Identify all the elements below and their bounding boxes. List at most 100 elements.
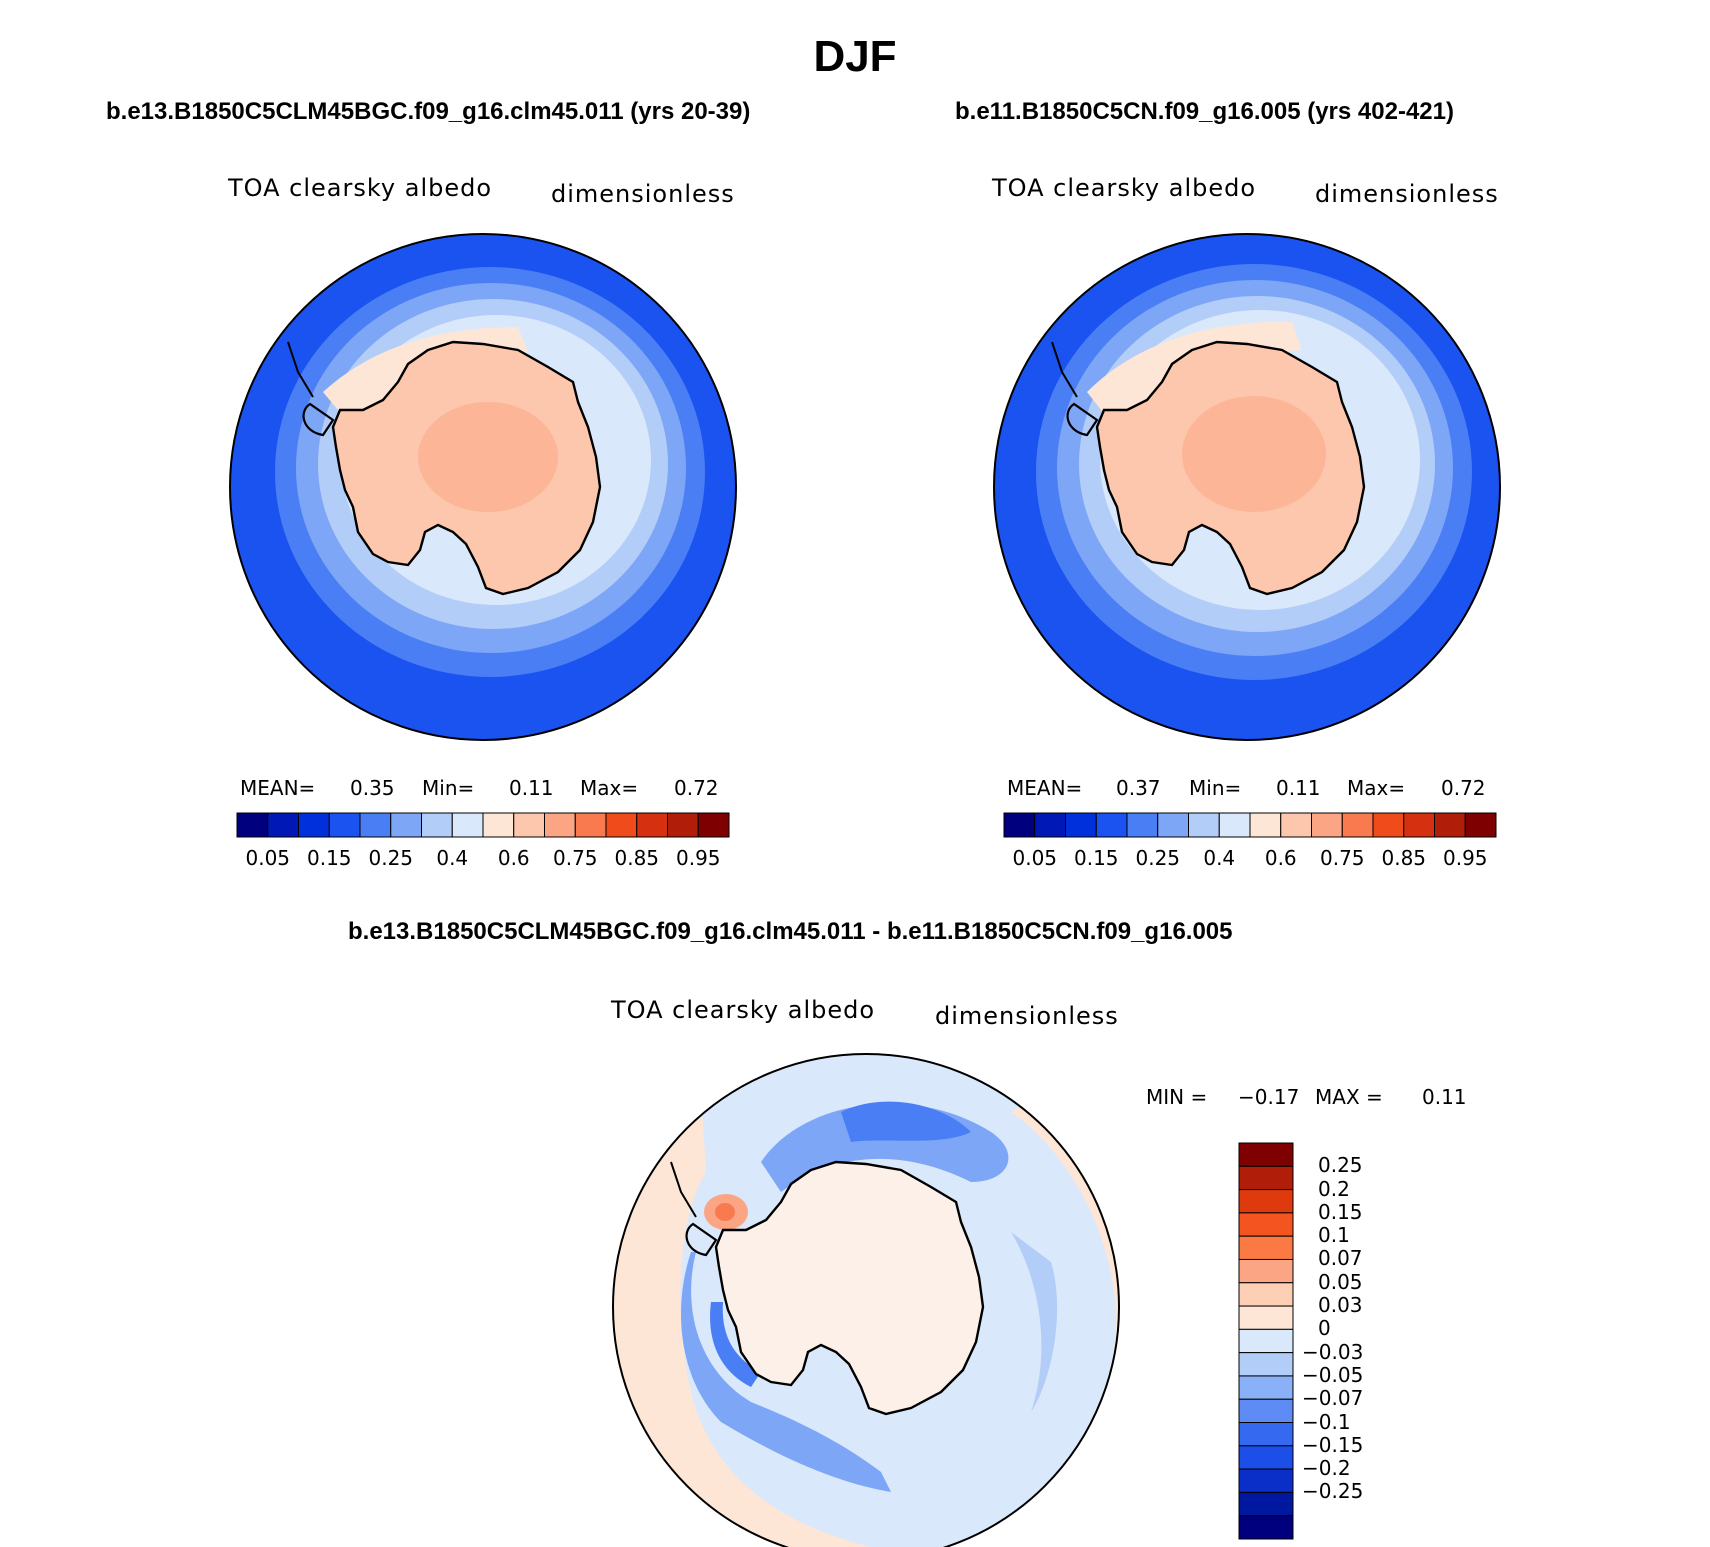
colorbar-tick-label: −0.25 xyxy=(1302,1479,1364,1504)
colorbar-swatch xyxy=(513,812,545,838)
colorbar-swatch xyxy=(1249,812,1282,838)
panel-2-units-label: dimensionless xyxy=(1315,180,1499,208)
colorbar-tick-label: −0.2 xyxy=(1302,1456,1351,1481)
colorbar-tick-label: 0.15 xyxy=(1318,1199,1363,1224)
diff-polar-map xyxy=(612,1053,1120,1547)
panel-2-case-title: b.e11.B1850C5CN.f09_g16.005 (yrs 402-421… xyxy=(955,98,1454,125)
colorbar-swatch xyxy=(298,812,330,838)
panel-1-min-value: 0.11 xyxy=(509,776,554,800)
colorbar-tick-label: 0.4 xyxy=(436,846,469,870)
colorbar-swatch xyxy=(1238,1491,1294,1517)
colorbar-tick-label: 0.05 xyxy=(1318,1269,1363,1294)
panel-2-polar-map xyxy=(993,233,1501,741)
colorbar-swatch xyxy=(544,812,576,838)
colorbar-tick-label: 0.15 xyxy=(1073,846,1119,870)
colorbar-swatch xyxy=(482,812,515,838)
diff-variable-label: TOA clearsky albedo xyxy=(611,996,876,1024)
panel-2-variable-label: TOA clearsky albedo xyxy=(992,174,1257,202)
colorbar-swatch xyxy=(1403,812,1435,838)
colorbar-swatch xyxy=(1372,812,1405,838)
panel-1-case-title: b.e13.B1850C5CLM45BGC.f09_g16.clm45.011 … xyxy=(106,98,751,125)
map-boundary xyxy=(993,233,1501,741)
colorbar-swatch xyxy=(1238,1375,1294,1400)
colorbar-swatch xyxy=(1238,1142,1294,1167)
colorbar-tick-label: −0.1 xyxy=(1302,1409,1351,1434)
diff-max-label: MAX = xyxy=(1315,1085,1383,1109)
panel-1-units-label: dimensionless xyxy=(551,180,735,208)
colorbar-swatch xyxy=(451,812,484,838)
colorbar-tick-label: 0 xyxy=(1318,1316,1331,1341)
colorbar-swatch xyxy=(236,812,269,838)
colorbar-tick-label: −0.03 xyxy=(1302,1339,1364,1364)
colorbar-swatch xyxy=(1188,812,1220,838)
main-title: DJF xyxy=(813,32,897,81)
colorbar-swatch xyxy=(1157,812,1189,838)
colorbar-swatch xyxy=(1238,1352,1294,1377)
colorbar-swatch xyxy=(1238,1165,1294,1191)
antarctica-land xyxy=(714,1160,985,1416)
diff-title: b.e13.B1850C5CLM45BGC.f09_g16.clm45.011 … xyxy=(348,918,1233,945)
panel-1-variable-label: TOA clearsky albedo xyxy=(228,174,493,202)
colorbar-swatch xyxy=(1218,812,1251,838)
colorbar-swatch xyxy=(1280,812,1312,838)
antarctica-plateau xyxy=(1182,396,1326,512)
colorbar-swatch xyxy=(1238,1515,1294,1540)
colorbar-swatch xyxy=(697,812,730,838)
colorbar-swatch xyxy=(1341,812,1374,838)
colorbar-swatch xyxy=(359,812,392,838)
colorbar-tick-label: 0.03 xyxy=(1318,1293,1363,1318)
antarctica-plateau xyxy=(418,402,558,512)
panel-2-min-label: Min= xyxy=(1189,776,1242,800)
colorbar-swatch xyxy=(1003,812,1036,838)
peninsula-coast xyxy=(1051,341,1078,398)
peninsula-coast xyxy=(685,1222,718,1257)
colorbar-swatch xyxy=(1095,812,1128,838)
colorbar-swatch xyxy=(1238,1445,1294,1470)
colorbar-swatch xyxy=(574,812,607,838)
colorbar-swatch xyxy=(667,812,699,838)
colorbar-tick-label: 0.25 xyxy=(1318,1153,1363,1178)
colorbar-tick-label: 0.05 xyxy=(245,846,291,870)
colorbar-tick-label: 0.05 xyxy=(1012,846,1058,870)
colorbar-tick-label: 0.4 xyxy=(1203,846,1236,870)
colorbar-tick-label: 0.6 xyxy=(1264,846,1297,870)
colorbar-tick-label: 0.75 xyxy=(552,846,598,870)
map-boundary xyxy=(229,233,737,741)
peninsula-coast xyxy=(287,341,314,398)
diff-negative-region xyxy=(710,1302,761,1387)
diff-hotspot xyxy=(715,1203,735,1221)
panel-2-min-value: 0.11 xyxy=(1276,776,1321,800)
panel-2-max-value: 0.72 xyxy=(1441,776,1486,800)
diff-negative-region xyxy=(841,1101,971,1142)
colorbar-swatch xyxy=(1434,812,1466,838)
colorbar-tick-label: 0.75 xyxy=(1319,846,1365,870)
colorbar-tick-label: 0.25 xyxy=(1135,846,1181,870)
panel-1-mean-label: MEAN= xyxy=(240,776,316,800)
diff-positive-region xyxy=(613,1092,871,1547)
colorbar-tick-label: 0.95 xyxy=(675,846,721,870)
diff-min-value: −0.17 xyxy=(1238,1085,1300,1109)
colorbar-swatch xyxy=(1238,1398,1294,1424)
peninsula-coast xyxy=(1066,402,1099,437)
diff-units-label: dimensionless xyxy=(935,1002,1119,1030)
colorbar-tick-label: 0.07 xyxy=(1318,1246,1363,1271)
colorbar-tick-label: 0.6 xyxy=(497,846,530,870)
colorbar-swatch xyxy=(1238,1468,1294,1493)
diff-colorbar xyxy=(1238,1142,1294,1540)
colorbar-swatch xyxy=(390,812,422,838)
peninsula-coast xyxy=(302,402,335,437)
colorbar-swatch xyxy=(1238,1189,1294,1214)
panel-1-mean-value: 0.35 xyxy=(350,776,395,800)
colorbar-tick-label: 0.2 xyxy=(1318,1176,1350,1201)
colorbar-swatch xyxy=(1238,1282,1294,1307)
peninsula-coast xyxy=(670,1161,697,1218)
panel-2-colorbar xyxy=(1003,812,1497,838)
colorbar-swatch xyxy=(421,812,453,838)
colorbar-swatch xyxy=(1464,812,1497,838)
colorbar-tick-label: 0.15 xyxy=(306,846,352,870)
panel-2-mean-label: MEAN= xyxy=(1007,776,1083,800)
panel-1-colorbar xyxy=(236,812,730,838)
colorbar-tick-label: 0.25 xyxy=(368,846,414,870)
colorbar-swatch xyxy=(328,812,361,838)
colorbar-swatch xyxy=(636,812,668,838)
